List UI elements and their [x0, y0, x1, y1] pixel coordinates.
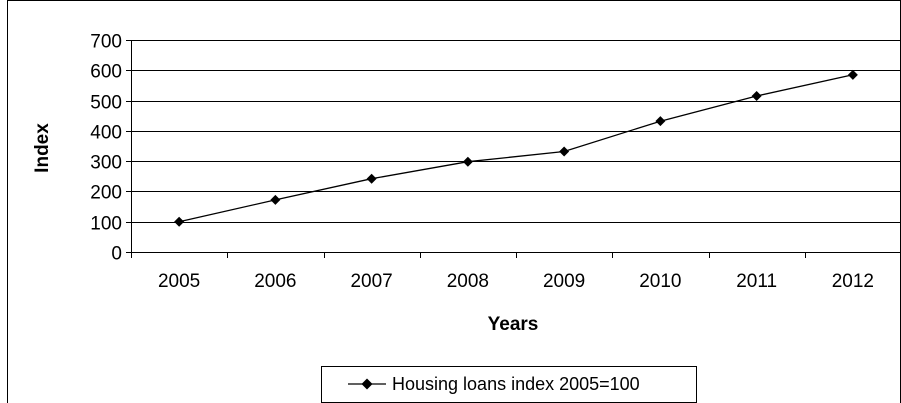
- x-tick-label-2012: 2012: [832, 271, 874, 292]
- y-tick-label-400: 400: [90, 123, 122, 144]
- data-point-2008: [462, 156, 473, 167]
- data-point-2005: [174, 216, 185, 227]
- data-point-2010: [655, 116, 666, 127]
- gridlines: [131, 40, 901, 223]
- legend: Housing loans index 2005=100: [321, 366, 697, 403]
- series-line-0: [178, 74, 854, 223]
- legend-series-label: Housing loans index 2005=100: [392, 374, 640, 394]
- y-axis-title: Index: [32, 123, 53, 173]
- x-tick-label-2011: 2011: [736, 271, 777, 292]
- y-tick-label-700: 700: [90, 32, 122, 53]
- y-tick-labels: 0 100 200 300 400 500 600 700: [90, 32, 122, 265]
- data-point-2006: [270, 194, 281, 205]
- x-tick-label-2009: 2009: [543, 271, 585, 292]
- x-axis-title: Years: [488, 314, 539, 335]
- y-tick-label-100: 100: [90, 214, 122, 235]
- y-tick-label-0: 0: [111, 244, 122, 265]
- legend-marker-icon: [361, 378, 373, 390]
- y-tick-label-200: 200: [90, 183, 122, 204]
- data-point-2011: [751, 91, 762, 102]
- data-point-2009: [559, 146, 570, 157]
- x-tick-label-2008: 2008: [447, 271, 489, 292]
- x-tick-labels: 2005 2006 2007 2008 2009 2010 2011 2012: [158, 271, 874, 292]
- series-line-layer: [178, 74, 854, 223]
- y-tick-label-600: 600: [90, 62, 122, 83]
- x-tick-label-2007: 2007: [350, 271, 392, 292]
- x-tick-label-2006: 2006: [254, 271, 296, 292]
- x-tick-label-2005: 2005: [158, 271, 200, 292]
- y-tick-label-500: 500: [90, 93, 122, 114]
- x-tick-label-2010: 2010: [639, 271, 681, 292]
- axes: [126, 40, 901, 258]
- y-tick-label-300: 300: [90, 153, 122, 174]
- data-markers: [174, 69, 858, 227]
- data-point-2012: [847, 69, 858, 80]
- data-point-2007: [366, 173, 377, 184]
